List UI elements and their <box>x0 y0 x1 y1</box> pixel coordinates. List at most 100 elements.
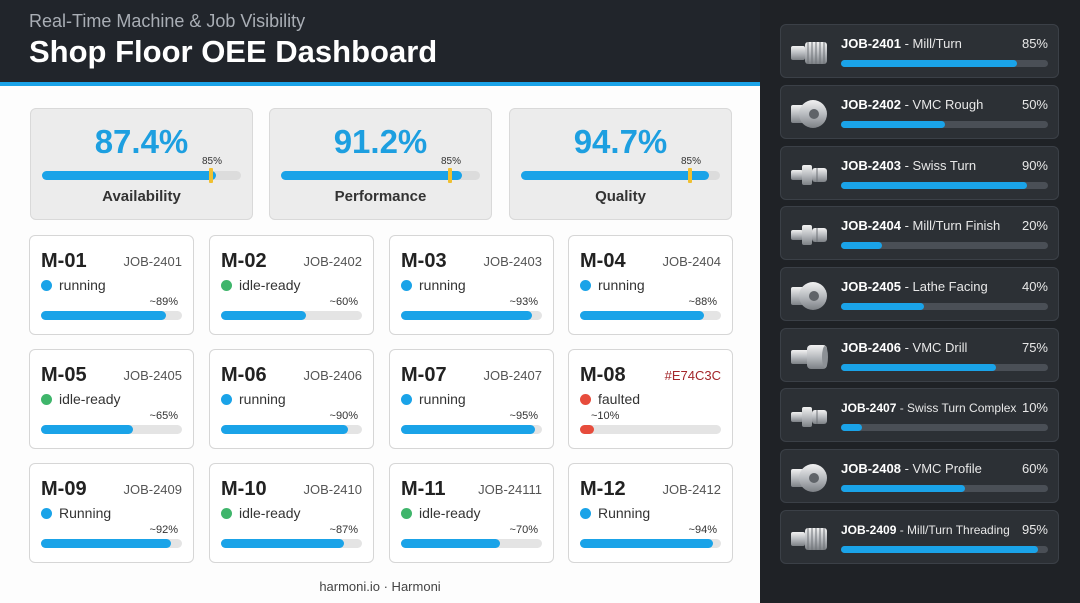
machine-status: running <box>221 391 286 407</box>
machine-progress-track <box>580 539 721 548</box>
job-row-2403[interactable]: JOB-2403 - Swiss Turn 90% <box>780 146 1059 200</box>
machine-status: running <box>401 277 466 293</box>
kpi-progress-fill <box>281 171 463 180</box>
status-label: Running <box>59 505 112 521</box>
machine-id: M-10 <box>221 478 267 500</box>
machine-card-m04[interactable]: M-04 JOB-2404 running ~88% <box>568 235 733 335</box>
page-title: Shop Floor OEE Dashboard <box>29 34 438 69</box>
job-progress-track <box>841 182 1048 189</box>
job-progress-fill <box>841 121 945 128</box>
job-percent: 60% <box>1021 461 1048 476</box>
machine-id: M-05 <box>41 364 87 386</box>
machine-progress-fill <box>580 425 595 434</box>
machine-card-m05[interactable]: M-05 JOB-2405 idle-ready ~65% <box>29 349 194 449</box>
machine-progress-fill <box>580 311 705 320</box>
job-row-2401[interactable]: JOB-2401 - Mill/Turn 85% <box>780 24 1059 78</box>
job-row-2409[interactable]: JOB-2409 - Mill/Turn Threading 95% <box>780 510 1059 564</box>
machine-progress-track <box>401 425 542 434</box>
job-description: - Mill/Turn <box>900 36 962 51</box>
machine-job: JOB-2409 <box>123 482 182 497</box>
status-dot-icon <box>41 393 52 405</box>
kpi-card-quality: 94.7% 85% Quality <box>509 108 732 220</box>
machine-card-m02[interactable]: M-02 JOB-2402 idle-ready ~60% <box>209 235 374 335</box>
kpi-value: 94.7% <box>573 123 668 160</box>
machine-progress-fill <box>221 425 348 434</box>
kpi-progress-fill <box>42 171 216 180</box>
machine-job: JOB-2407 <box>483 368 542 383</box>
machine-progress-fill <box>41 311 167 320</box>
page-subtitle: Real-Time Machine & Job Visibility <box>29 11 306 31</box>
job-percent: 75% <box>1021 340 1048 355</box>
machine-card-m01[interactable]: M-01 JOB-2401 running ~89% <box>29 235 194 335</box>
header-accent-bar <box>0 82 760 86</box>
job-progress-fill <box>841 60 1017 67</box>
machine-id: M-03 <box>401 250 447 272</box>
status-dot-icon <box>401 279 412 291</box>
machine-card-m08[interactable]: M-08 #E74C3C faulted ~10% <box>568 349 733 449</box>
job-progress-fill <box>841 182 1028 189</box>
machine-job: JOB-2405 <box>123 368 182 383</box>
job-row-2402[interactable]: JOB-2402 - VMC Rough 50% <box>780 85 1059 139</box>
machine-progress-fill <box>41 425 133 434</box>
job-description: - Swiss Turn Complex <box>896 401 1017 415</box>
machine-progress-fill <box>401 539 500 548</box>
job-id: JOB-2406 <box>841 340 901 355</box>
machine-card-m12[interactable]: M-12 JOB-2412 Running ~94% <box>568 463 733 563</box>
job-label: JOB-2401 - Mill/Turn <box>841 36 962 51</box>
kpi-progress-fill <box>521 171 710 180</box>
job-progress-track <box>841 242 1048 249</box>
kpi-card-performance: 91.2% 85% Performance <box>269 108 492 220</box>
machine-card-m06[interactable]: M-06 JOB-2406 running ~90% <box>209 349 374 449</box>
job-id: JOB-2409 <box>841 523 897 537</box>
machine-card-m09[interactable]: M-09 JOB-2409 Running ~92% <box>29 463 194 563</box>
status-label: running <box>419 391 466 407</box>
machine-progress-label: ~70% <box>509 524 538 536</box>
machine-job: JOB-2410 <box>303 482 362 497</box>
kpi-target-marker <box>688 168 693 183</box>
job-row-2408[interactable]: JOB-2408 - VMC Profile 60% <box>780 449 1059 503</box>
job-progress-fill <box>841 424 862 431</box>
threaded-part-icon <box>791 42 827 64</box>
status-dot-icon <box>41 279 52 291</box>
machine-id: M-12 <box>580 478 626 500</box>
machine-progress-label: ~60% <box>329 296 358 308</box>
job-row-2404[interactable]: JOB-2404 - Mill/Turn Finish 20% <box>780 206 1059 260</box>
job-row-2407[interactable]: JOB-2407 - Swiss Turn Complex 10% <box>780 388 1059 442</box>
job-label: JOB-2409 - Mill/Turn Threading <box>841 523 1010 537</box>
machine-card-m10[interactable]: M-10 JOB-2410 idle-ready ~87% <box>209 463 374 563</box>
turned-part-icon <box>791 165 827 185</box>
job-description: - Lathe Facing <box>900 279 988 294</box>
threaded-part-icon <box>791 528 827 550</box>
job-id: JOB-2404 <box>841 218 901 233</box>
machine-status: idle-ready <box>41 391 120 407</box>
kpi-target-marker <box>448 168 453 183</box>
machine-job: JOB-2403 <box>483 254 542 269</box>
machine-card-m07[interactable]: M-07 JOB-2407 running ~95% <box>389 349 554 449</box>
machine-progress-fill <box>221 539 344 548</box>
job-progress-track <box>841 485 1048 492</box>
job-row-2405[interactable]: JOB-2405 - Lathe Facing 40% <box>780 267 1059 321</box>
block-part-icon <box>791 100 827 128</box>
kpi-target-label: 85% <box>201 156 222 167</box>
machine-progress-label: ~10% <box>591 410 620 422</box>
job-progress-track <box>841 546 1048 553</box>
machine-progress-track <box>221 539 362 548</box>
job-label: JOB-2407 - Swiss Turn Complex <box>841 401 1016 415</box>
machine-progress-track <box>41 425 182 434</box>
machine-progress-track <box>580 311 721 320</box>
machine-id: M-11 <box>401 478 446 500</box>
machine-card-m03[interactable]: M-03 JOB-2403 running ~93% <box>389 235 554 335</box>
turned-part-icon <box>791 225 827 245</box>
machine-progress-track <box>221 425 362 434</box>
job-row-2406[interactable]: JOB-2406 - VMC Drill 75% <box>780 328 1059 382</box>
job-percent: 50% <box>1021 97 1048 112</box>
status-dot-icon <box>41 507 52 519</box>
status-label: running <box>59 277 106 293</box>
job-id: JOB-2401 <box>841 36 901 51</box>
kpi-target-marker <box>209 168 214 183</box>
cylinder-part-icon <box>791 345 828 369</box>
machine-progress-label: ~93% <box>509 296 538 308</box>
machine-card-m11[interactable]: M-11 JOB-24111 idle-ready ~70% <box>389 463 554 563</box>
kpi-card-availability: 87.4% 85% Availability <box>30 108 253 220</box>
status-label: running <box>239 391 286 407</box>
